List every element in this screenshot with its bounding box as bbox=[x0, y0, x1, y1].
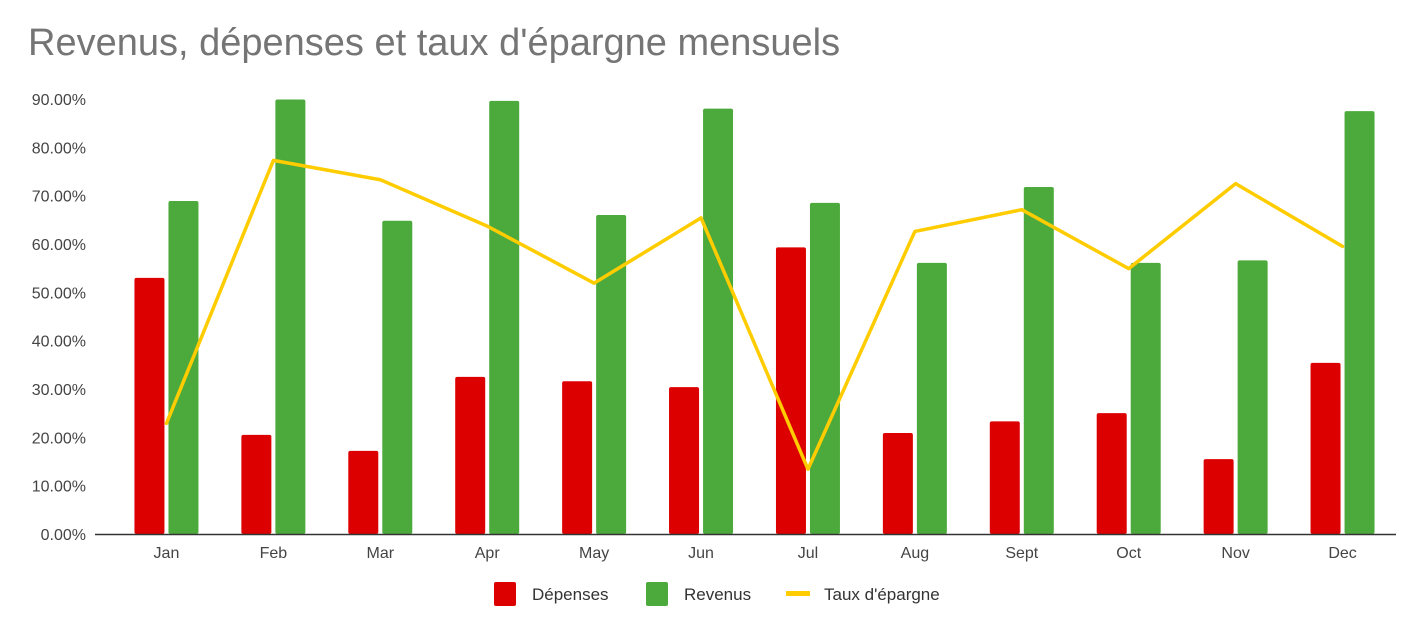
x-tick-label: Aug bbox=[901, 545, 929, 562]
x-tick-label: Mar bbox=[367, 545, 395, 562]
legend-swatch bbox=[786, 591, 810, 596]
bar-d-penses bbox=[882, 432, 913, 534]
bar-revenus bbox=[168, 200, 199, 534]
bar-revenus bbox=[809, 202, 840, 534]
bar-revenus bbox=[1344, 111, 1375, 534]
x-tick-label: Apr bbox=[475, 545, 501, 562]
bar-d-penses bbox=[348, 450, 379, 534]
x-tick-label: Jun bbox=[688, 545, 714, 562]
x-tick-label: Nov bbox=[1221, 545, 1249, 562]
x-tick-label: May bbox=[579, 545, 609, 562]
legend-label: Revenus bbox=[684, 585, 751, 604]
bar-revenus bbox=[703, 108, 734, 535]
bar-d-penses bbox=[134, 277, 165, 534]
bar-d-penses bbox=[455, 376, 486, 534]
y-tick-label: 10.00% bbox=[32, 479, 86, 496]
legend-label: Taux d'épargne bbox=[824, 585, 940, 604]
y-axis: 0.00% 10.00% 20.00% 30.00% 40.00% 50.00% 60.00… bbox=[32, 92, 86, 544]
legend-swatch bbox=[646, 582, 668, 606]
bar-d-penses bbox=[241, 434, 272, 534]
y-tick-label: 30.00% bbox=[32, 382, 86, 399]
bar-revenus bbox=[275, 99, 306, 534]
bar-d-penses bbox=[1310, 362, 1341, 534]
bars bbox=[134, 99, 1375, 535]
bar-revenus bbox=[916, 262, 947, 534]
bar-revenus bbox=[1130, 262, 1161, 534]
x-tick-label: Jul bbox=[798, 545, 818, 562]
bar-revenus bbox=[1237, 260, 1268, 534]
y-tick-label: 20.00% bbox=[32, 430, 86, 447]
bar-revenus bbox=[596, 215, 627, 534]
x-axis: Jan Feb Mar Apr May Jun Jul Aug Sept Oct Nov Dec bbox=[154, 545, 1357, 562]
bar-revenus bbox=[382, 220, 413, 535]
bar-revenus bbox=[1023, 186, 1054, 534]
bar-d-penses bbox=[989, 421, 1020, 534]
y-tick-label: 90.00% bbox=[32, 92, 86, 109]
savings-rate-line bbox=[164, 158, 1345, 471]
y-tick-label: 50.00% bbox=[32, 285, 86, 302]
x-tick-label: Dec bbox=[1328, 545, 1356, 562]
x-tick-label: Jan bbox=[154, 545, 180, 562]
bar-d-penses bbox=[669, 387, 700, 534]
line-savings-rate bbox=[164, 158, 1345, 471]
y-tick-label: 60.00% bbox=[32, 237, 86, 254]
chart-title: Revenus, dépenses et taux d'épargne mens… bbox=[28, 22, 841, 64]
bar-d-penses bbox=[1096, 413, 1127, 534]
x-tick-label: Sept bbox=[1005, 545, 1038, 562]
x-tick-label: Oct bbox=[1116, 545, 1141, 562]
legend: Dépenses Revenus Taux d'épargne bbox=[494, 582, 940, 606]
y-tick-label: 80.00% bbox=[32, 140, 86, 157]
legend-swatch bbox=[494, 582, 516, 606]
y-tick-label: 40.00% bbox=[32, 334, 86, 351]
x-tick-label: Feb bbox=[260, 545, 288, 562]
bar-d-penses bbox=[1203, 459, 1234, 534]
bar-d-penses bbox=[562, 381, 593, 534]
legend-label: Dépenses bbox=[532, 585, 609, 604]
bar-d-penses bbox=[775, 247, 806, 534]
y-tick-label: 70.00% bbox=[32, 189, 86, 206]
bar-revenus bbox=[489, 100, 520, 534]
y-tick-label: 0.00% bbox=[41, 527, 86, 544]
